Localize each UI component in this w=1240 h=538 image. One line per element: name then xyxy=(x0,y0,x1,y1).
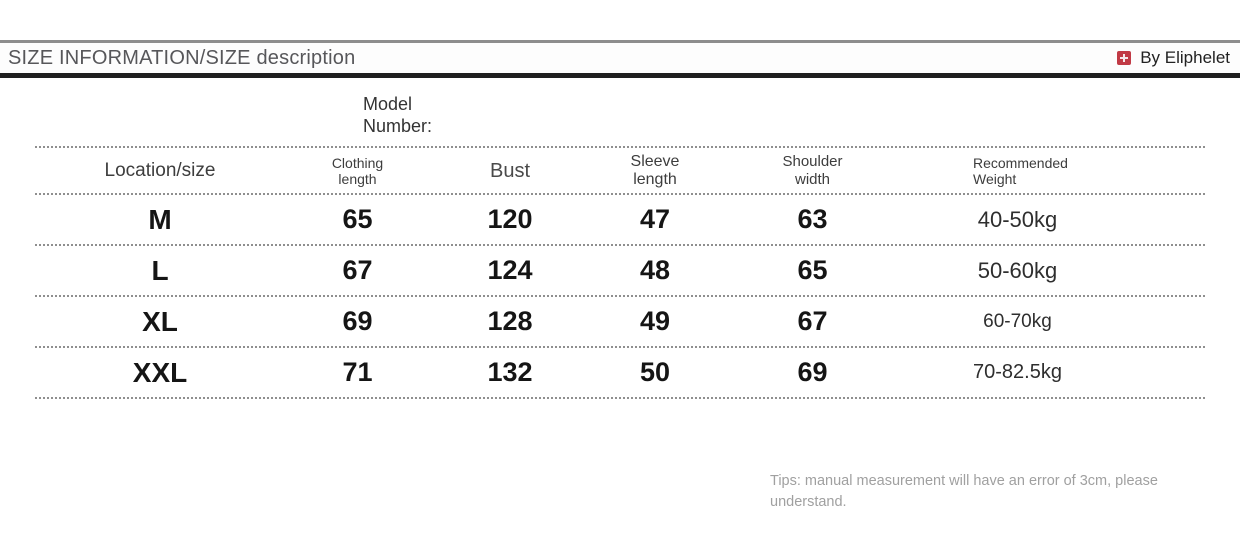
red-plus-square-icon xyxy=(1117,51,1132,65)
size-value: M xyxy=(148,203,172,235)
tips-note: Tips: manual measurement will have an er… xyxy=(770,473,1158,510)
column-header-sleeve-length: Sleeve length xyxy=(630,152,680,188)
table-row-xl: XL 69 128 49 67 60-70kg xyxy=(35,297,1205,348)
shoulder-width-value: 65 xyxy=(797,255,828,285)
sleeve-length-value: 47 xyxy=(639,204,671,234)
size-value: L xyxy=(151,254,169,286)
table-row-l: L 67 124 48 65 50-60kg xyxy=(35,246,1205,297)
brand: By Eliphelet xyxy=(1117,48,1230,68)
column-header-clothing-length: Clothing length xyxy=(331,154,384,187)
sleeve-length-value: 50 xyxy=(639,357,671,387)
column-header-bust: Bust xyxy=(489,159,531,182)
weight-value: 70-82.5kg xyxy=(973,361,1062,383)
bust-value: 120 xyxy=(487,204,533,234)
clothing-length-value: 71 xyxy=(342,357,373,387)
brand-label: By Eliphelet xyxy=(1140,48,1230,67)
shoulder-width-value: 67 xyxy=(797,306,828,336)
weight-value: 60-70kg xyxy=(983,310,1052,332)
section-title: SIZE INFORMATION/SIZE description xyxy=(8,46,356,69)
shoulder-width-value: 63 xyxy=(797,204,828,234)
size-value: XXL xyxy=(132,356,188,388)
weight-value: 40-50kg xyxy=(977,206,1058,232)
size-table: Location/size Clothing length Bust Sleev… xyxy=(35,146,1205,399)
sleeve-length-value: 48 xyxy=(639,255,671,285)
sleeve-length-value: 49 xyxy=(639,306,671,336)
clothing-length-value: 69 xyxy=(342,306,373,336)
table-row-m: M 65 120 47 63 40-50kg xyxy=(35,195,1205,246)
weight-value: 50-60kg xyxy=(977,257,1058,283)
clothing-length-value: 67 xyxy=(342,255,373,285)
column-header-recommended-weight: Recommended Weight xyxy=(973,154,1068,187)
bust-value: 128 xyxy=(487,306,533,336)
section-header: SIZE INFORMATION/SIZE description By Eli… xyxy=(0,40,1240,78)
shoulder-width-value: 69 xyxy=(797,357,828,387)
table-row-xxl: XXL 71 132 50 69 70-82.5kg xyxy=(35,348,1205,399)
table-header-row: Location/size Clothing length Bust Sleev… xyxy=(35,146,1205,195)
clothing-length-value: 65 xyxy=(342,204,373,234)
column-header-location-size: Location/size xyxy=(104,159,216,181)
size-value: XL xyxy=(142,305,178,337)
bust-value: 124 xyxy=(487,255,533,285)
model-number-label: Model Number: xyxy=(363,94,433,136)
bust-value: 132 xyxy=(487,357,533,387)
column-header-shoulder-width: Shoulder width xyxy=(782,152,843,188)
